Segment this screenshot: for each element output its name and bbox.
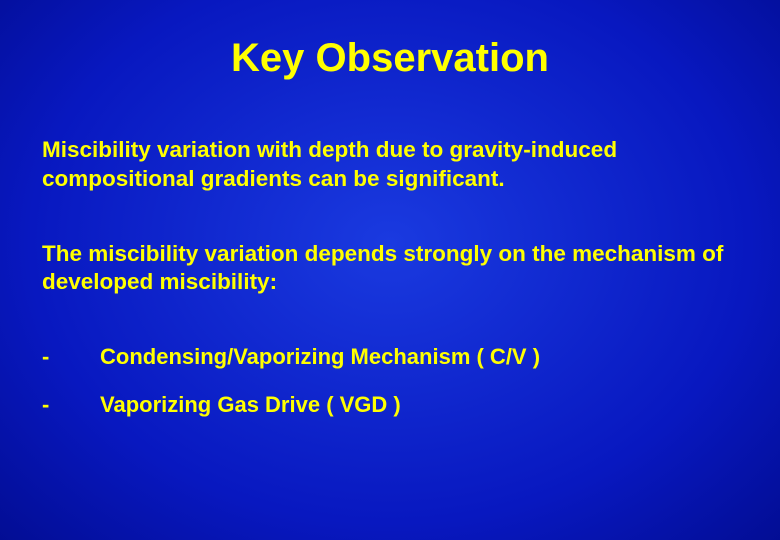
slide-title: Key Observation xyxy=(0,36,780,81)
paragraph-1: Miscibility variation with depth due to … xyxy=(42,136,738,194)
slide-body: Miscibility variation with depth due to … xyxy=(42,136,738,440)
bullet-text: Vaporizing Gas Drive ( VGD ) xyxy=(100,391,738,419)
paragraph-2: The miscibility variation depends strong… xyxy=(42,240,738,298)
bullet-dash: - xyxy=(42,391,100,419)
slide: Key Observation Miscibility variation wi… xyxy=(0,0,780,540)
bullet-list: - Condensing/Vaporizing Mechanism ( C/V … xyxy=(42,343,738,419)
list-item: - Vaporizing Gas Drive ( VGD ) xyxy=(42,391,738,419)
list-item: - Condensing/Vaporizing Mechanism ( C/V … xyxy=(42,343,738,371)
bullet-text: Condensing/Vaporizing Mechanism ( C/V ) xyxy=(100,343,738,371)
bullet-dash: - xyxy=(42,343,100,371)
